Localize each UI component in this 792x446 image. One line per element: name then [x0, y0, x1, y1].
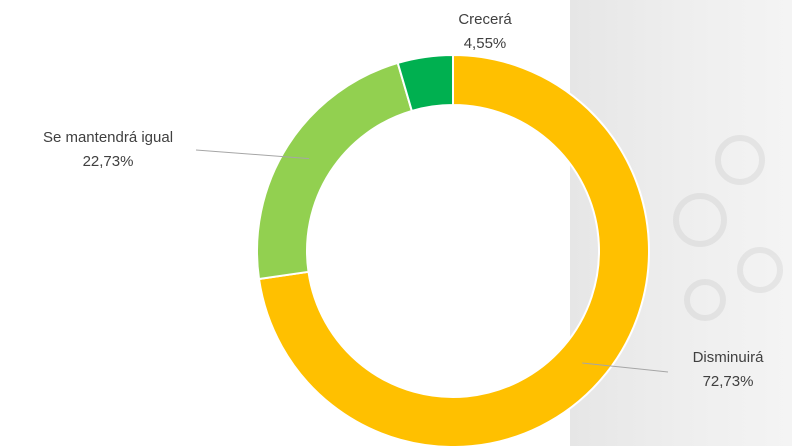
slice-label: Disminuirá — [693, 349, 765, 366]
leader-line — [582, 362, 669, 373]
donut-slice — [396, 53, 454, 113]
slice-value-label: 72,73% — [703, 373, 754, 390]
slice-label: Crecerá — [458, 11, 512, 28]
slice-label: Se mantendrá igual — [43, 129, 173, 146]
slice-value-label: 22,73% — [83, 153, 134, 170]
leader-line — [195, 149, 310, 160]
donut-slice — [256, 61, 414, 281]
slice-value-label: 4,55% — [464, 35, 507, 52]
background-decoration — [673, 135, 783, 321]
donut-slice — [257, 53, 650, 446]
